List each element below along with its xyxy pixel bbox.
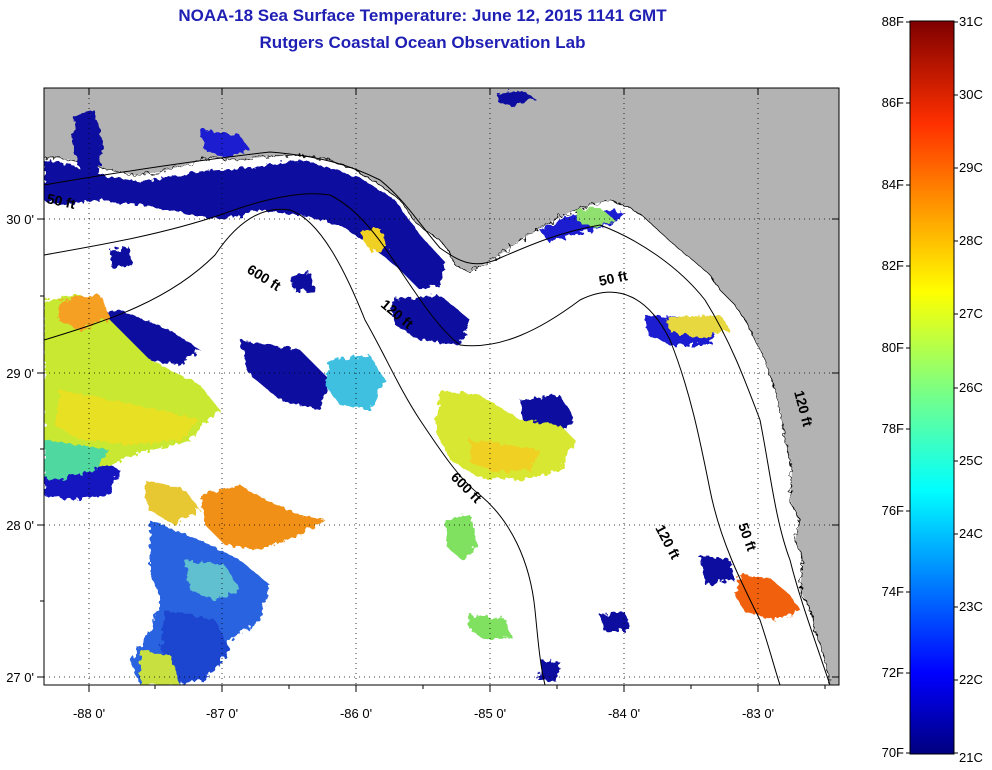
colorbar-f-label: 84F: [882, 177, 904, 192]
longitude-label: -85 0': [474, 706, 506, 721]
colorbar-c-label: 23C: [959, 599, 983, 614]
latitude-label: 27 0': [6, 670, 34, 685]
longitude-label: -87 0': [206, 706, 238, 721]
colorbar-f-label: 76F: [882, 503, 904, 518]
colorbar-f-label: 82F: [882, 258, 904, 273]
longitude-label: -84 0': [608, 706, 640, 721]
colorbar-c-label: 27C: [959, 306, 983, 321]
colorbar-f-label: 78F: [882, 421, 904, 436]
map-frame: [43, 87, 840, 686]
colorbar-f-label: 88F: [882, 14, 904, 29]
colorbar-gradient: [909, 20, 955, 755]
temperature-colorbar: 88F 86F 84F 82F 80F 78F 76F 74F 72F 70F …: [882, 14, 983, 765]
colorbar-c-label: 26C: [959, 380, 983, 395]
colorbar-c-label: 31C: [959, 14, 983, 29]
contour-label: 50 ft: [45, 190, 77, 212]
latitude-axis: 30 0' 29 0' 28 0' 27 0': [6, 212, 34, 685]
colorbar-c-label: 21C: [959, 750, 983, 765]
colorbar-f-label: 72F: [882, 665, 904, 680]
colorbar-c-label: 29C: [959, 160, 983, 175]
latitude-label: 30 0': [6, 212, 34, 227]
bathymetry-contours: [44, 151, 831, 685]
contour-label: 50 ft: [597, 267, 629, 289]
map-title: NOAA-18 Sea Surface Temperature: June 12…: [178, 6, 667, 25]
longitude-label: -83 0': [742, 706, 774, 721]
longitude-axis: -88 0' -87 0' -86 0' -85 0' -84 0' -83 0…: [73, 706, 774, 721]
sst-data-layer: [44, 90, 800, 685]
colorbar-f-label: 80F: [882, 340, 904, 355]
latitude-label: 28 0': [6, 518, 34, 533]
longitude-label: -86 0': [340, 706, 372, 721]
colorbar-c-label: 30C: [959, 87, 983, 102]
colorbar-f-label: 86F: [882, 95, 904, 110]
colorbar-f-label: 70F: [882, 745, 904, 760]
colorbar-c-label: 22C: [959, 672, 983, 687]
map-subtitle: Rutgers Coastal Ocean Observation Lab: [259, 33, 586, 52]
latitude-label: 29 0': [6, 366, 34, 381]
longitude-label: -88 0': [73, 706, 105, 721]
axis-ticks: [37, 88, 839, 692]
land-mass: [44, 88, 839, 685]
colorbar-c-label: 24C: [959, 526, 983, 541]
colorbar-c-label: 25C: [959, 453, 983, 468]
coastline: [44, 154, 831, 685]
colorbar-f-label: 74F: [882, 584, 904, 599]
colorbar-c-label: 28C: [959, 233, 983, 248]
